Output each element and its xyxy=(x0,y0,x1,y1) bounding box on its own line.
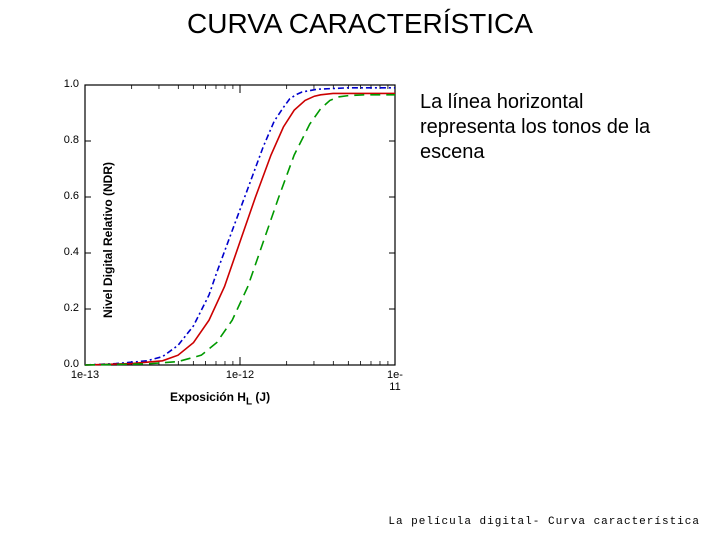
caption-text: La línea horizontal representa los tonos… xyxy=(420,90,670,165)
y-tick-label: 0.6 xyxy=(51,190,79,202)
x-axis-label: Exposición HL (J) xyxy=(170,390,270,407)
y-tick-label: 0.4 xyxy=(51,246,79,258)
x-tick-label: 1e-12 xyxy=(226,369,254,381)
y-tick-label: 1.0 xyxy=(51,78,79,90)
y-tick-label: 0.2 xyxy=(51,302,79,314)
y-tick-label: 0.8 xyxy=(51,134,79,146)
page-title: CURVA CARACTERÍSTICA xyxy=(0,8,720,40)
y-axis-label: Nivel Digital Relativo (NDR) xyxy=(101,162,115,318)
x-tick-label: 1e-11 xyxy=(387,369,403,393)
chart-svg xyxy=(30,75,410,405)
characteristic-curve-chart: Nivel Digital Relativo (NDR) Exposición … xyxy=(30,75,410,405)
x-tick-label: 1e-13 xyxy=(71,369,99,381)
footer-text: La película digital- Curva característic… xyxy=(388,516,700,528)
